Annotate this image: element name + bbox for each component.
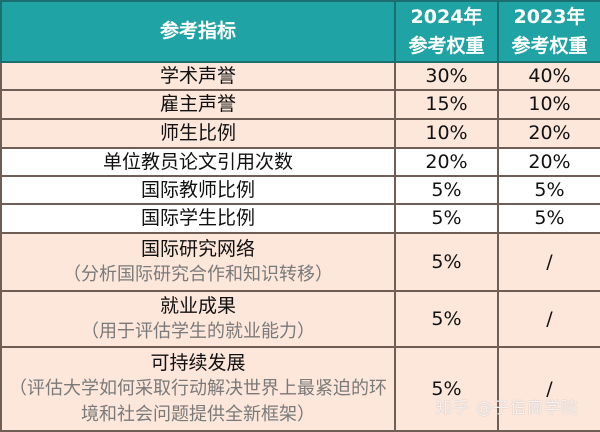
table-row-international-faculty-ratio: 国际教师比例 5% 5% <box>0 175 600 205</box>
indicator-label: 国际学生比例 <box>140 207 255 230</box>
indicator-cell: 雇主声誉 <box>0 89 396 120</box>
indicator-cell: 就业成果 （用于评估学生的就业能力） <box>0 290 396 348</box>
table-row-employment-outcomes: 就业成果 （用于评估学生的就业能力） 5% / <box>0 290 600 348</box>
indicator-description: （评估大学如何采取行动解决世界上最紧迫的环境和社会问题提供全新框架） <box>9 378 387 425</box>
weight-2023-cell: 20% <box>497 147 600 177</box>
table-header-row: 参考指标 2024年 参考权重 2023年 参考权重 <box>0 0 600 63</box>
indicator-description: （分析国际研究合作和知识转移） <box>63 264 333 285</box>
header-2024-label: 参考权重 <box>408 34 485 57</box>
weight-2023-cell: 20% <box>497 118 600 149</box>
header-2023-label: 参考权重 <box>511 34 588 57</box>
table-row-employer-reputation: 雇主声誉 15% 10% <box>0 89 600 120</box>
weight-2023-cell: 5% <box>497 203 600 234</box>
indicator-label: 单位教员论文引用次数 <box>102 150 293 173</box>
indicator-label: 可持续发展 <box>150 352 246 374</box>
weight-2024-cell: 5% <box>394 175 499 205</box>
indicator-label: 学术声誉 <box>159 64 236 87</box>
table-row-sustainability: 可持续发展 （评估大学如何采取行动解决世界上最紧迫的环境和社会问题提供全新框架）… <box>0 346 600 432</box>
table-row-academic-reputation: 学术声誉 30% 40% <box>0 61 600 91</box>
header-2023-year: 2023年 <box>513 5 586 28</box>
indicator-label: 师生比例 <box>159 122 236 145</box>
indicator-cell: 国际教师比例 <box>0 175 396 205</box>
header-indicator: 参考指标 <box>0 0 396 63</box>
weight-2024-cell: 5% <box>394 346 499 432</box>
weight-2023-cell: / <box>497 232 600 292</box>
indicator-cell: 国际学生比例 <box>0 203 396 234</box>
weight-2024-cell: 30% <box>394 61 499 91</box>
weight-2024-cell: 5% <box>394 290 499 348</box>
indicator-cell: 国际研究网络 （分析国际研究合作和知识转移） <box>0 232 396 292</box>
table-row-citations-per-faculty: 单位教员论文引用次数 20% 20% <box>0 147 600 177</box>
weight-2023-cell: 10% <box>497 89 600 120</box>
table-row-faculty-student-ratio: 师生比例 10% 20% <box>0 118 600 149</box>
indicator-cell: 单位教员论文引用次数 <box>0 147 396 177</box>
indicator-label: 国际研究网络 <box>140 238 255 260</box>
weight-2024-cell: 5% <box>394 232 499 292</box>
weight-2023-cell: 40% <box>497 61 600 91</box>
indicator-cell: 可持续发展 （评估大学如何采取行动解决世界上最紧迫的环境和社会问题提供全新框架） <box>0 346 396 432</box>
weight-2024-cell: 10% <box>394 118 499 149</box>
weight-2024-cell: 20% <box>394 147 499 177</box>
weight-2023-cell: / <box>497 290 600 348</box>
indicator-label: 国际教师比例 <box>140 178 255 201</box>
indicator-label: 雇主声誉 <box>159 93 236 116</box>
zhihu-watermark: 知乎 @子信商学院 <box>436 398 579 417</box>
header-2024-weight: 2024年 参考权重 <box>394 0 499 63</box>
table-row-international-research-network: 国际研究网络 （分析国际研究合作和知识转移） 5% / <box>0 232 600 292</box>
indicator-cell: 学术声誉 <box>0 61 396 91</box>
indicator-label: 就业成果 <box>159 295 236 317</box>
header-2024-year: 2024年 <box>410 5 483 28</box>
weight-2023-cell: 5% <box>497 175 600 205</box>
weight-2024-cell: 15% <box>394 89 499 120</box>
header-2023-weight: 2023年 参考权重 <box>497 0 600 63</box>
weight-2023-cell: / <box>497 346 600 432</box>
indicator-description: （用于评估学生的就业能力） <box>81 321 315 342</box>
weight-2024-cell: 5% <box>394 203 499 234</box>
header-indicator-label: 参考指标 <box>159 20 236 42</box>
indicator-cell: 师生比例 <box>0 118 396 149</box>
table-row-international-student-ratio: 国际学生比例 5% 5% <box>0 203 600 234</box>
